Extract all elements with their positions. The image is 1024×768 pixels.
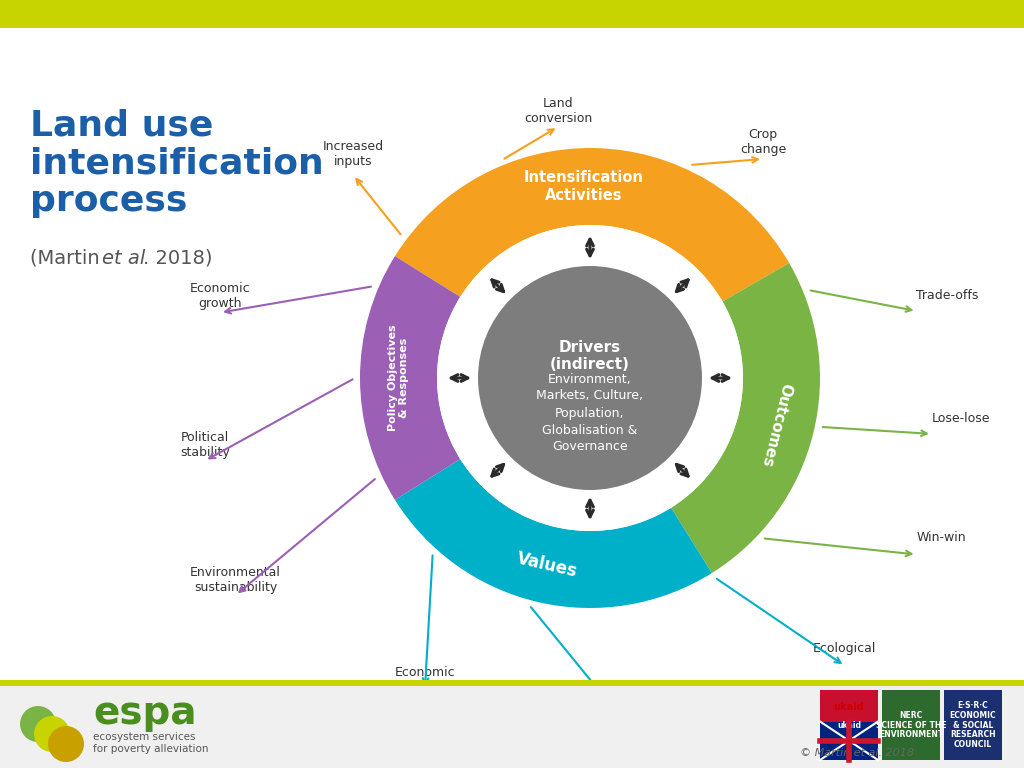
Text: Trade-offs: Trade-offs [916,290,979,302]
Bar [820,721,878,760]
Wedge shape [360,256,590,500]
Text: Win-win: Win-win [916,531,966,544]
Bar [882,690,940,760]
Text: Values: Values [515,549,579,581]
Circle shape [34,716,70,752]
Text: ecosystem services
for poverty alleviation: ecosystem services for poverty alleviati… [93,732,209,754]
Bar [944,690,1002,760]
Text: Drivers
(indirect): Drivers (indirect) [550,339,630,372]
Circle shape [478,266,702,490]
Circle shape [20,706,56,742]
Text: ukaid: ukaid [834,703,864,713]
Text: © Martin et al. 2018: © Martin et al. 2018 [800,748,914,758]
Wedge shape [395,148,790,378]
Text: ukaid: ukaid [837,720,861,730]
Text: Increased
inputs: Increased inputs [323,140,384,167]
Bar [0,0,1024,28]
Text: Policy Objectives
& Responses: Policy Objectives & Responses [388,325,410,432]
Wedge shape [590,300,743,509]
Text: (Martin: (Martin [30,249,105,267]
Text: espa: espa [93,694,197,732]
Circle shape [437,225,743,531]
Wedge shape [459,378,674,531]
Text: E·S·R·C
ECONOMIC
& SOCIAL
RESEARCH
COUNCIL: E·S·R·C ECONOMIC & SOCIAL RESEARCH COUNC… [949,701,996,749]
Text: Outcomes: Outcomes [758,381,794,468]
Text: Land use
intensification
process: Land use intensification process [30,108,324,218]
Text: Political
stability: Political stability [180,432,229,459]
Bar [0,680,1024,768]
Circle shape [48,726,84,762]
Text: Economic
growth: Economic growth [189,282,251,310]
Text: Intensification
Activities: Intensification Activities [523,170,643,203]
Text: et al: et al [102,249,145,267]
Text: Environment,
Markets, Culture,
Population,
Globalisation &
Governance: Environment, Markets, Culture, Populatio… [537,372,643,453]
Text: Crop
change: Crop change [739,128,786,156]
Text: Economic: Economic [394,666,456,678]
Wedge shape [459,225,724,378]
Text: Socio-cultural: Socio-cultural [577,693,663,705]
Bar [0,680,1024,686]
Text: Lose-lose: Lose-lose [932,412,990,425]
Text: Ecological: Ecological [813,643,877,655]
Text: Environmental
sustainability: Environmental sustainability [190,566,281,594]
Text: . 2018): . 2018) [143,249,213,267]
Wedge shape [395,378,712,608]
Wedge shape [590,263,820,573]
Text: Land
conversion: Land conversion [524,98,592,125]
Text: NERC
SCIENCE OF THE
ENVIRONMENT: NERC SCIENCE OF THE ENVIRONMENT [876,711,946,739]
Wedge shape [437,295,590,462]
Bar [820,690,878,760]
